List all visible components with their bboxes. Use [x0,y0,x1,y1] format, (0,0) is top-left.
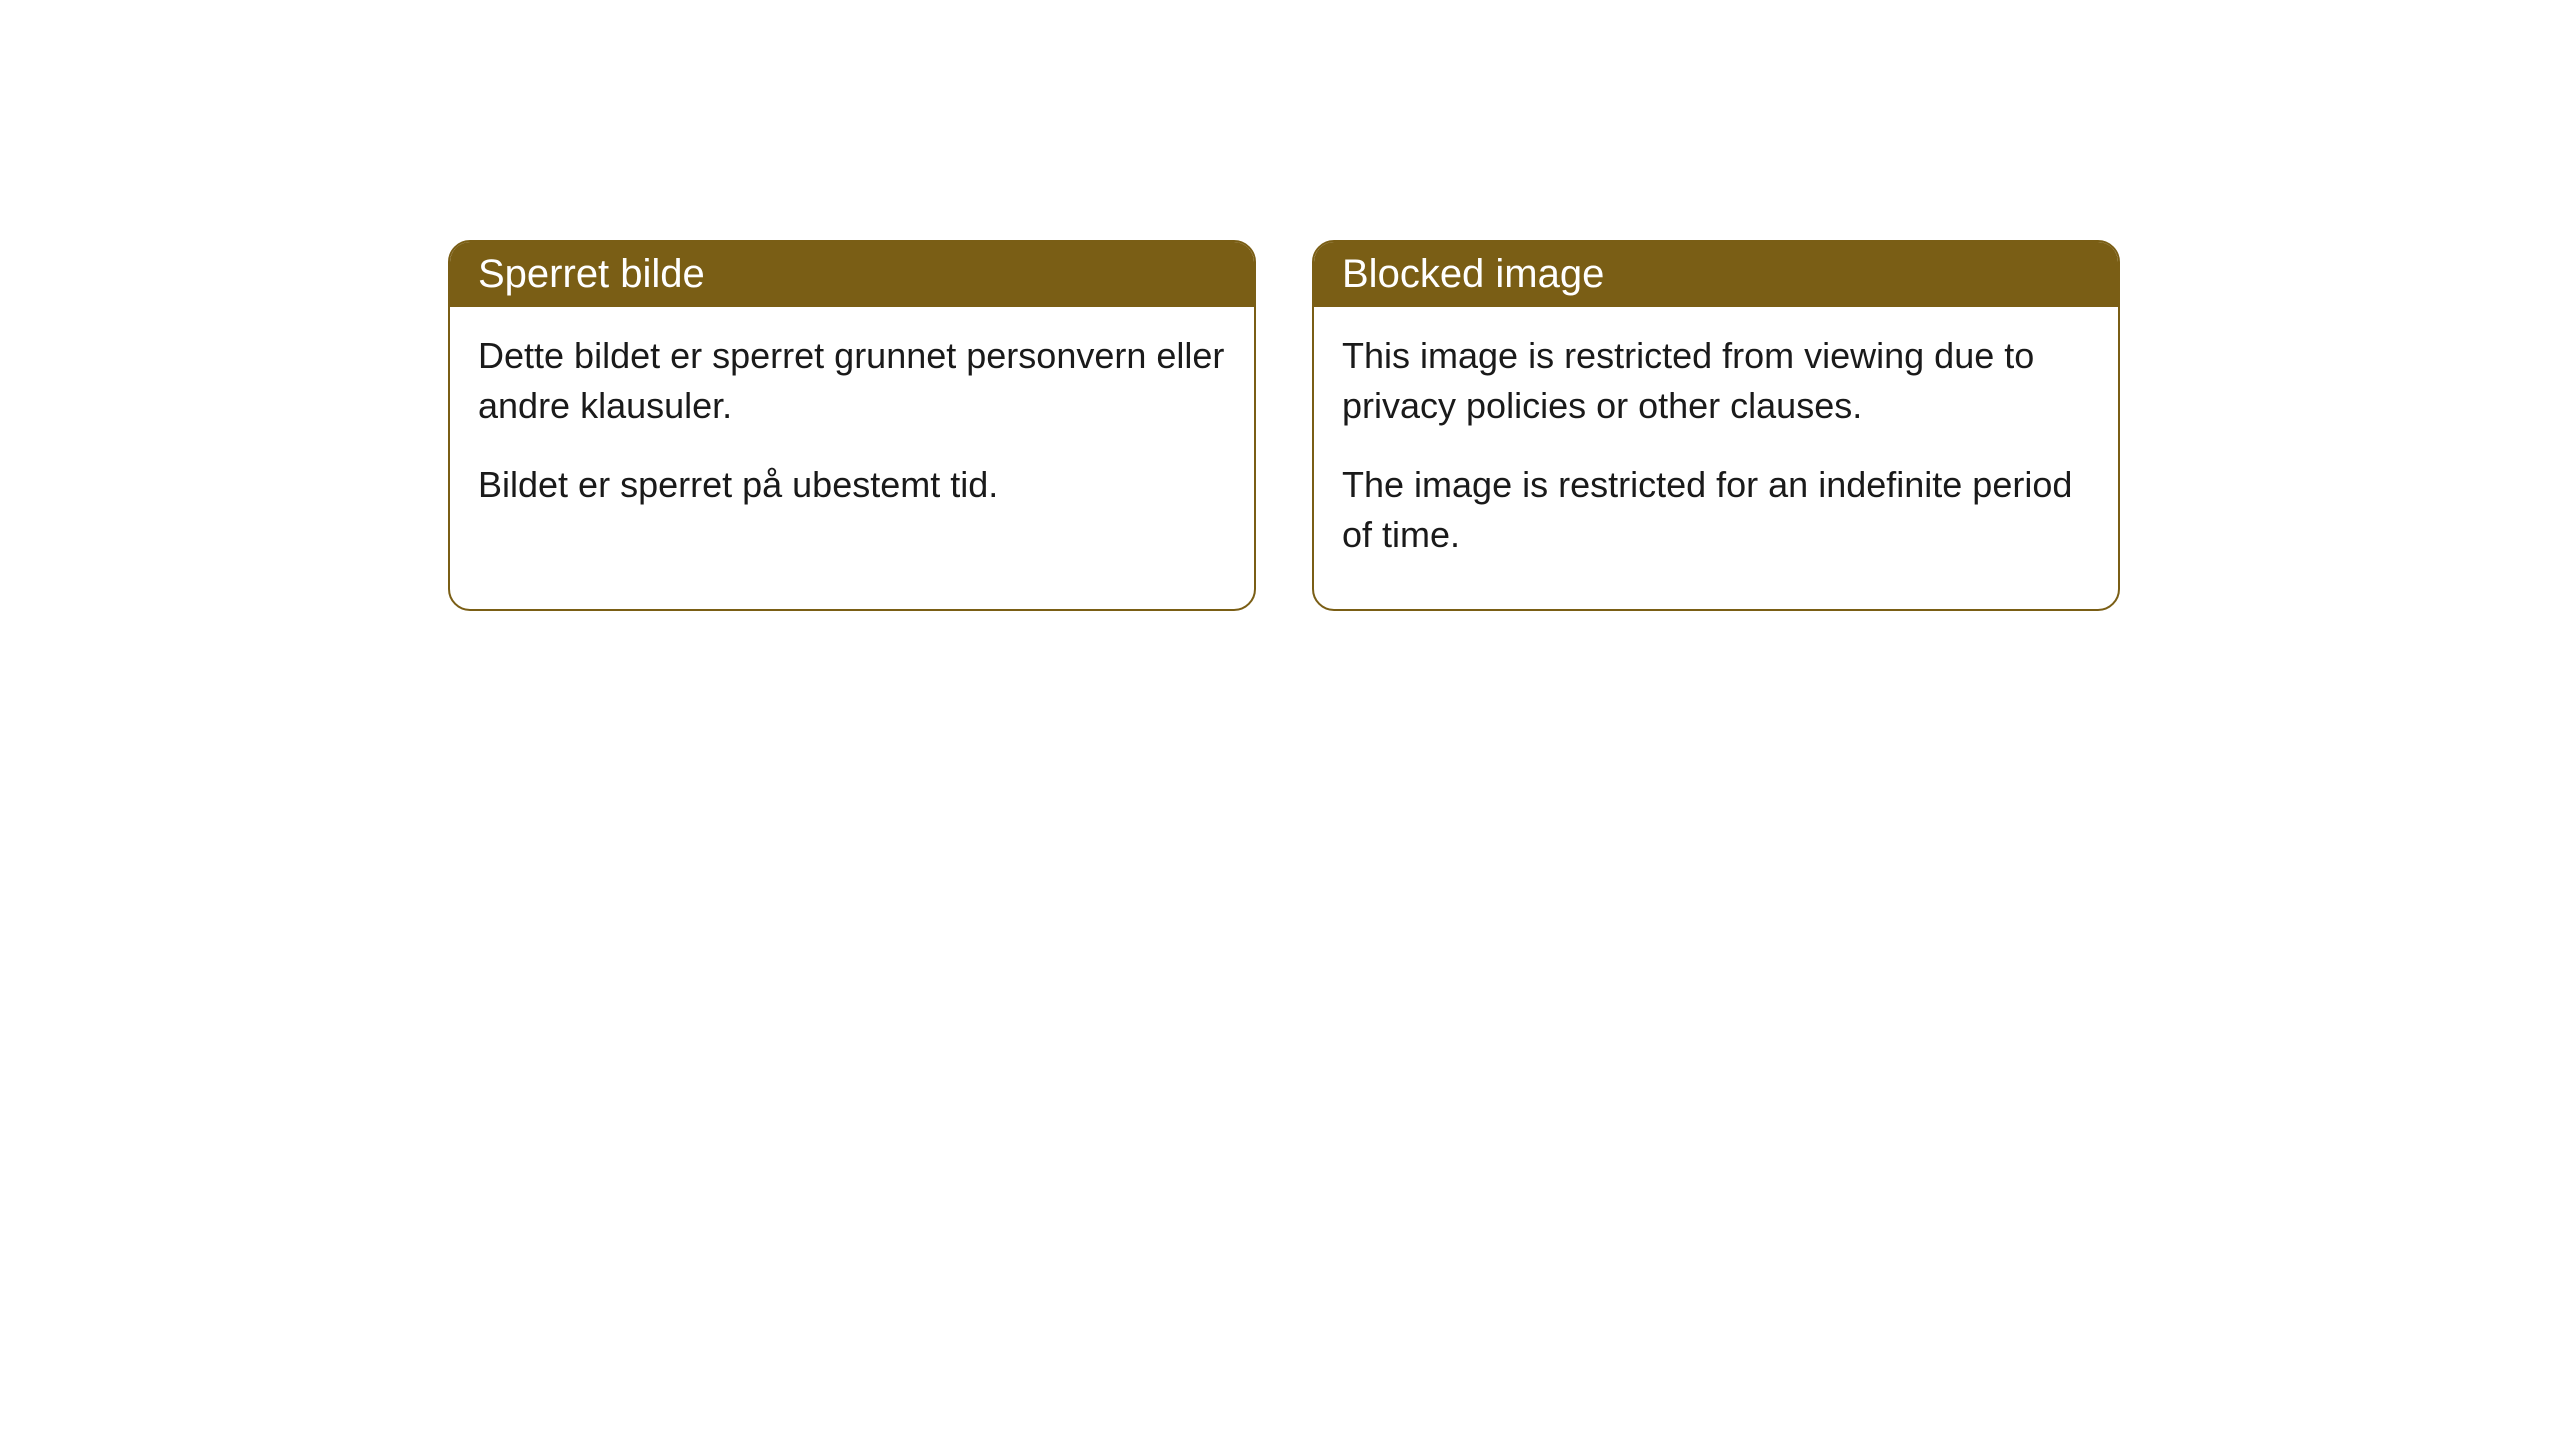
card-paragraph: Bildet er sperret på ubestemt tid. [478,460,1226,510]
card-paragraph: This image is restricted from viewing du… [1342,331,2090,432]
card-header: Blocked image [1314,242,2118,307]
notice-card-norwegian: Sperret bilde Dette bildet er sperret gr… [448,240,1256,611]
card-title: Sperret bilde [478,252,705,296]
card-body: This image is restricted from viewing du… [1314,307,2118,609]
card-paragraph: Dette bildet er sperret grunnet personve… [478,331,1226,432]
card-paragraph: The image is restricted for an indefinit… [1342,460,2090,561]
notice-container: Sperret bilde Dette bildet er sperret gr… [448,240,2120,611]
card-title: Blocked image [1342,252,1604,296]
notice-card-english: Blocked image This image is restricted f… [1312,240,2120,611]
card-body: Dette bildet er sperret grunnet personve… [450,307,1254,558]
card-header: Sperret bilde [450,242,1254,307]
